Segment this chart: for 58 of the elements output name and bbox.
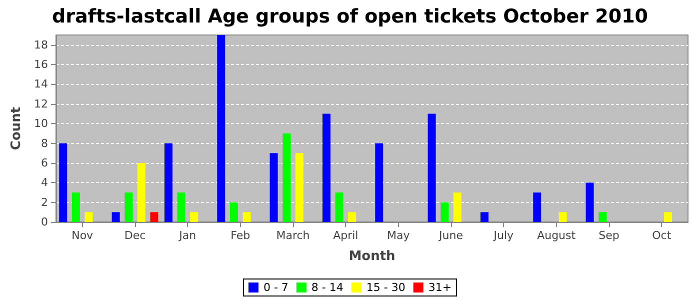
y-tick-label: 0 — [41, 216, 48, 228]
chart-title: drafts-lastcall Age groups of open tickets October 2010 — [52, 6, 648, 28]
y-tick-label: 10 — [34, 117, 48, 130]
y-tick-label: 6 — [41, 156, 48, 170]
bar — [59, 143, 68, 222]
bar — [558, 212, 567, 222]
bar — [190, 212, 198, 222]
x-tick-label: Nov — [72, 229, 94, 242]
bar — [230, 202, 238, 222]
bar — [428, 114, 436, 222]
y-tick-label: 16 — [34, 58, 48, 72]
y-tick-label: 14 — [34, 78, 48, 91]
x-tick-label: Oct — [652, 229, 672, 242]
bar — [453, 192, 462, 222]
bar — [664, 212, 672, 222]
bar — [375, 143, 384, 222]
x-tick-label: July — [492, 229, 514, 242]
x-tick-label: August — [537, 229, 576, 242]
x-tick-label: Jan — [178, 229, 196, 242]
bar — [217, 35, 226, 222]
legend-label: 8 - 14 — [311, 281, 344, 294]
bar — [295, 153, 304, 222]
bar — [164, 143, 172, 222]
x-axis-title: Month — [348, 249, 396, 264]
y-tick-label: 8 — [41, 136, 48, 150]
y-axis-title: Count — [9, 106, 24, 150]
bar — [348, 212, 356, 222]
x-tick-label: Dec — [124, 229, 146, 242]
x-tick-label: March — [276, 229, 310, 242]
legend-label: 31+ — [428, 281, 452, 294]
x-tick-label: April — [333, 229, 358, 242]
bar — [586, 182, 594, 222]
bar — [440, 202, 449, 222]
bar — [533, 192, 542, 222]
bar — [242, 212, 251, 222]
legend-label: 0 - 7 — [263, 281, 288, 294]
x-tick-label: May — [386, 229, 410, 242]
legend-label: 15 - 30 — [366, 281, 406, 294]
bar — [112, 212, 120, 222]
x-tick-label: June — [438, 229, 464, 242]
bar — [270, 153, 278, 222]
y-tick-label: 4 — [41, 176, 48, 190]
bar — [124, 192, 133, 222]
bar — [322, 114, 330, 222]
bar — [137, 162, 146, 222]
bar — [282, 133, 291, 222]
bar — [480, 212, 488, 222]
y-tick-label: 12 — [34, 97, 48, 110]
x-tick-label: Feb — [230, 229, 250, 242]
bar — [177, 192, 186, 222]
bar — [72, 192, 80, 222]
bar — [598, 212, 607, 222]
y-tick-label: 18 — [34, 38, 48, 52]
x-tick-label: Sep — [598, 229, 620, 242]
bar — [84, 212, 93, 222]
bar — [335, 192, 344, 222]
y-tick-label: 2 — [41, 196, 48, 209]
bar — [150, 212, 158, 222]
